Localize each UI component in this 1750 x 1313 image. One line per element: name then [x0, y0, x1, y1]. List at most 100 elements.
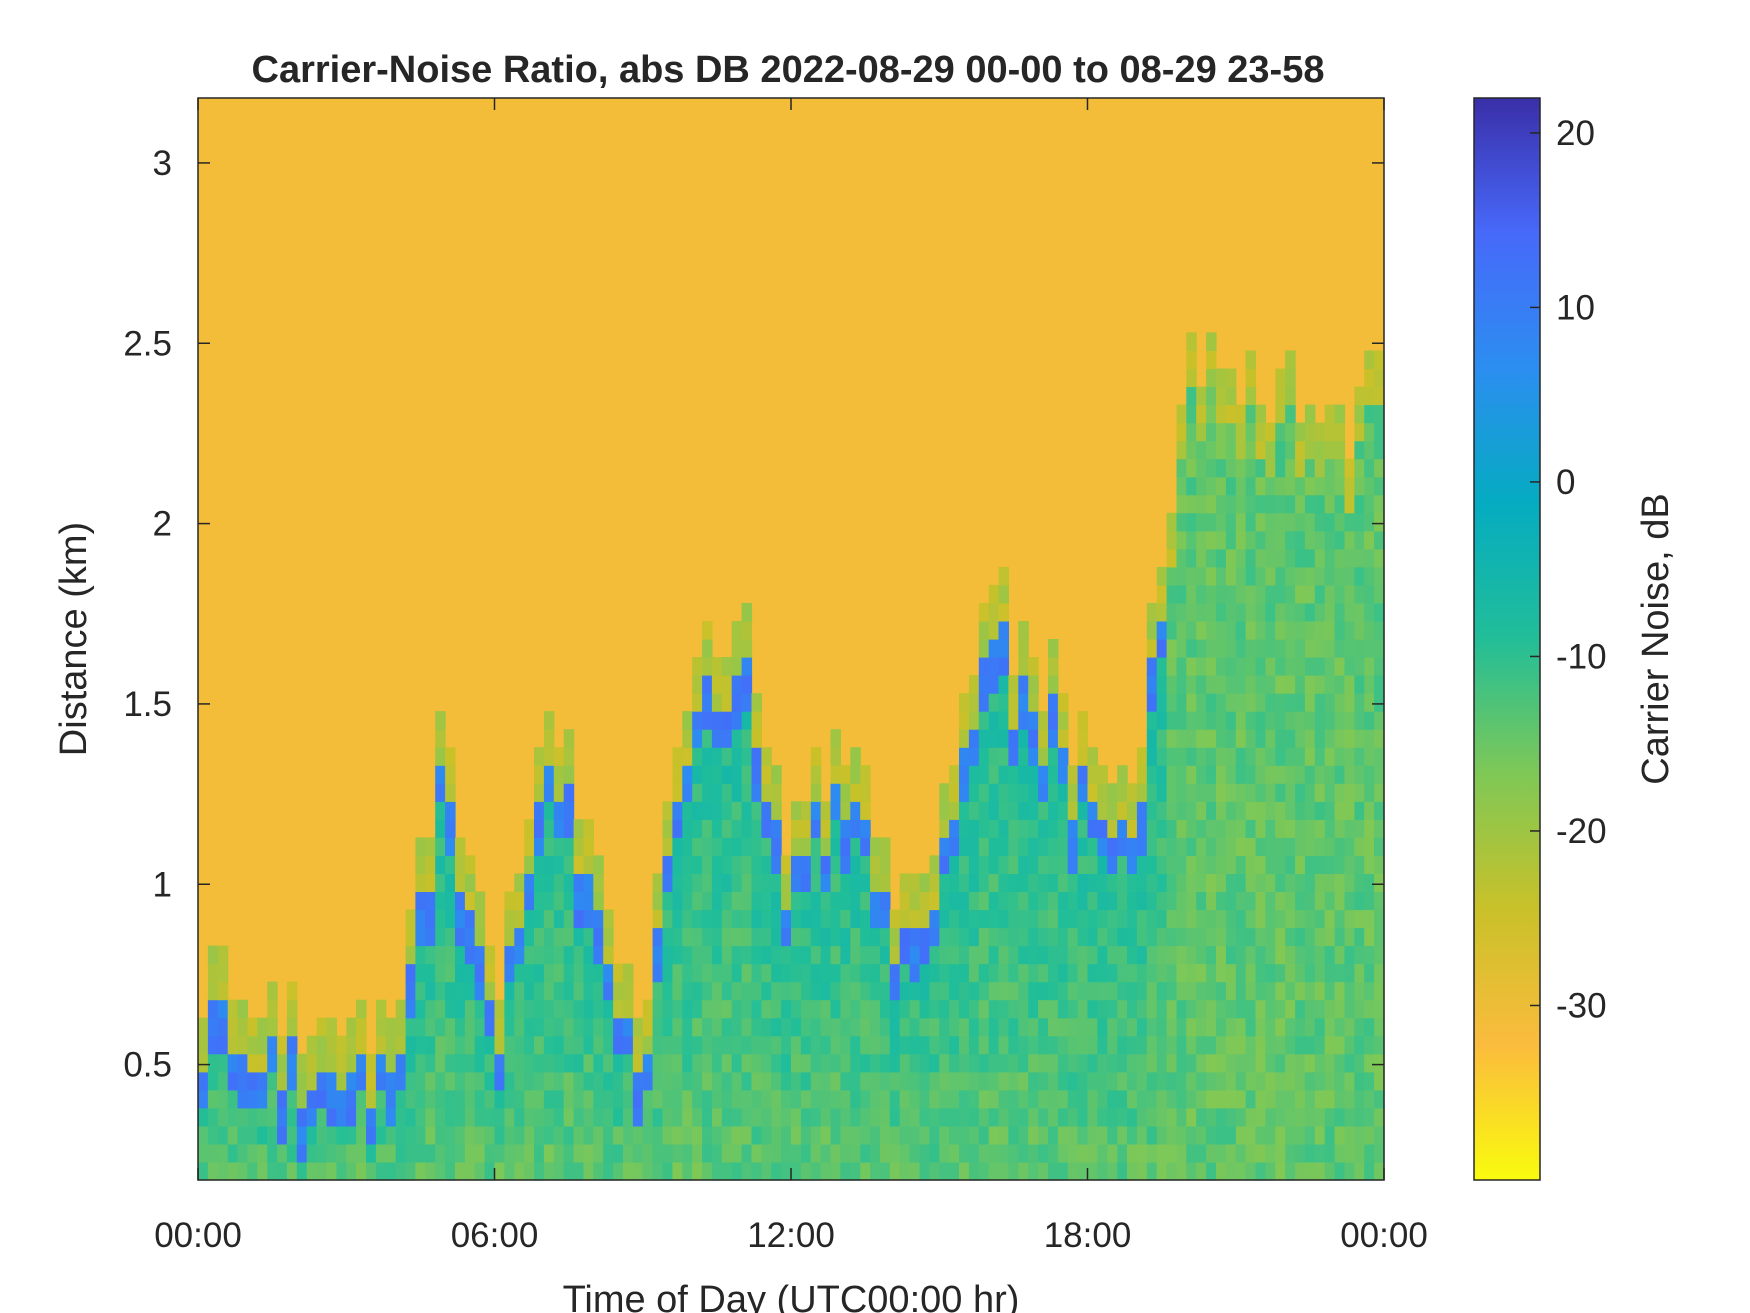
heatmap-cell [692, 1035, 703, 1055]
heatmap-cell [1067, 1017, 1079, 1037]
heatmap-cell [1255, 855, 1266, 874]
heatmap-cell [791, 1089, 802, 1109]
heatmap-cell [860, 783, 871, 802]
heatmap-cell [731, 783, 743, 802]
heatmap-cell [1028, 981, 1039, 1001]
heatmap-cell [267, 981, 278, 1001]
heatmap-cell [632, 1162, 644, 1181]
heatmap-cell [800, 1053, 812, 1073]
heatmap-cell [929, 891, 940, 911]
heatmap-cell [741, 1053, 753, 1073]
heatmap-cell [791, 1053, 802, 1073]
heatmap-cell [1314, 693, 1326, 712]
heatmap-cell [207, 999, 219, 1019]
heatmap-cell [652, 909, 664, 929]
heatmap-cell [514, 1071, 525, 1091]
heatmap-cell [830, 729, 841, 748]
heatmap-cell [1136, 837, 1148, 856]
heatmap-cell [1018, 1053, 1029, 1073]
heatmap-cell [1304, 693, 1316, 712]
heatmap-cell [959, 963, 970, 983]
heatmap-cell [1206, 999, 1217, 1019]
heatmap-cell [326, 1162, 337, 1181]
heatmap-cell [1295, 1071, 1306, 1091]
heatmap-cell [988, 1125, 1000, 1145]
heatmap-cell [1334, 404, 1346, 424]
heatmap-cell [1077, 711, 1089, 730]
heatmap-cell [1275, 963, 1286, 983]
heatmap-cell [988, 675, 1000, 694]
heatmap-cell [850, 999, 861, 1019]
heatmap-cell [425, 1143, 436, 1163]
heatmap-cell [1136, 1143, 1148, 1163]
heatmap-cell [850, 1053, 861, 1073]
heatmap-cell [959, 783, 970, 802]
heatmap-cell [1156, 945, 1168, 965]
heatmap-cell [1057, 1089, 1069, 1109]
heatmap-cell [1048, 639, 1059, 658]
heatmap-cell [702, 873, 713, 892]
heatmap-cell [1136, 1071, 1148, 1091]
heatmap-cell [1344, 999, 1355, 1019]
heatmap-cell [810, 1053, 822, 1073]
heatmap-cell [642, 1107, 654, 1127]
heatmap-cell [810, 837, 822, 856]
heatmap-cell [919, 873, 930, 892]
heatmap-cell [1038, 981, 1049, 1001]
heatmap-cell [464, 1017, 476, 1037]
heatmap-cell [1324, 422, 1336, 442]
heatmap-cell [1048, 1089, 1059, 1109]
heatmap-cell [711, 999, 723, 1019]
heatmap-cell [375, 1143, 387, 1163]
heatmap-cell [1057, 963, 1069, 983]
heatmap-cell [455, 855, 466, 874]
heatmap-cell [1166, 639, 1178, 658]
heatmap-cell [1048, 1053, 1059, 1073]
heatmap-cell [474, 999, 486, 1019]
heatmap-cell [1265, 440, 1276, 460]
heatmap-cell [1364, 1035, 1375, 1055]
heatmap-cell [959, 711, 970, 730]
heatmap-cell [978, 621, 990, 640]
heatmap-cell [1176, 512, 1187, 532]
heatmap-cell [277, 1125, 288, 1145]
heatmap-cell [1048, 1125, 1059, 1145]
heatmap-cell [692, 963, 703, 983]
heatmap-cell [1186, 494, 1197, 514]
heatmap-cell [998, 1071, 1009, 1091]
heatmap-cell [939, 891, 950, 911]
heatmap-cell [1265, 602, 1276, 622]
heatmap-cell [781, 1162, 792, 1181]
heatmap-cell [534, 747, 545, 766]
heatmap-cell [1374, 530, 1385, 550]
heatmap-cell [761, 837, 772, 856]
heatmap-cell [1374, 602, 1385, 622]
heatmap-cell [791, 945, 802, 965]
heatmap-cell [613, 1017, 624, 1037]
heatmap-cell [543, 1071, 555, 1091]
heatmap-cell [1304, 530, 1316, 550]
heatmap-cell [1107, 1089, 1118, 1109]
heatmap-cell [1364, 602, 1375, 622]
heatmap-cell [731, 837, 743, 856]
heatmap-cell [1038, 747, 1049, 766]
heatmap-cell [366, 1071, 377, 1091]
heatmap-cell [761, 747, 772, 766]
heatmap-cell [1314, 422, 1326, 442]
heatmap-cell [1166, 855, 1178, 874]
heatmap-cell [198, 1017, 209, 1037]
heatmap-cell [1354, 530, 1365, 550]
heatmap-cell [939, 855, 950, 874]
heatmap-cell [741, 765, 753, 784]
heatmap-cell [1018, 1143, 1029, 1163]
heatmap-cell [1275, 512, 1286, 532]
heatmap-cell [573, 855, 585, 874]
heatmap-cell [504, 927, 515, 947]
heatmap-cell [632, 1053, 644, 1073]
heatmap-cell [1364, 999, 1375, 1019]
heatmap-cell [1136, 855, 1148, 874]
heatmap-cell [1344, 566, 1355, 586]
heatmap-cell [1186, 476, 1197, 496]
heatmap-cell [1314, 602, 1326, 622]
